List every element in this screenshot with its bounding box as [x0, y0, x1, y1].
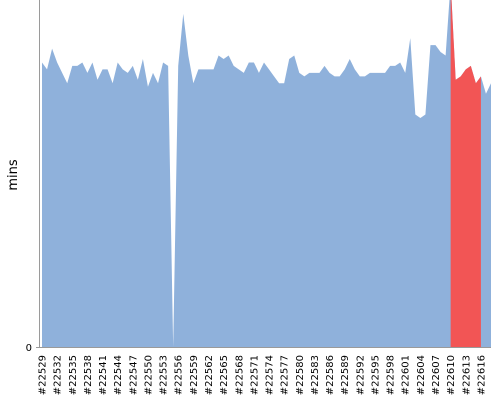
failed-build-area-1	[450, 0, 481, 347]
x-tick-label: #22613	[461, 355, 472, 395]
plot-areas	[42, 0, 491, 347]
x-tick-label: #22577	[280, 355, 291, 395]
x-tick-label: #22607	[431, 355, 442, 395]
axes	[36, 0, 491, 348]
x-tick-labels: #22529 #22532 #22535 #22538 #22541 #22544 #225…	[38, 355, 488, 395]
x-tick-label: #22547	[128, 355, 139, 395]
x-tick-label: #22598	[386, 355, 397, 395]
x-tick-label: #22538	[83, 355, 94, 395]
y-tick-label: 0	[26, 343, 32, 354]
x-tick-label: #22610	[446, 355, 457, 395]
x-tick-label: #22583	[310, 355, 321, 395]
x-tick-label: #22553	[159, 355, 170, 395]
x-tick-label: #22580	[295, 355, 306, 395]
x-tick-label: #22616	[476, 355, 487, 395]
x-tick-label: #22601	[401, 355, 412, 395]
x-tick-label: #22559	[189, 355, 200, 395]
x-tick-label: #22532	[53, 355, 64, 395]
x-tick-label: #22544	[113, 355, 124, 395]
x-tick-label: #22550	[143, 355, 154, 395]
x-tick-label: #22589	[340, 355, 351, 395]
x-tick-label: #22586	[325, 355, 336, 395]
x-tick-label: #22535	[68, 355, 79, 395]
x-tick-label: #22574	[265, 355, 276, 395]
x-tick-label: #22556	[174, 355, 185, 395]
x-tick-label: #22541	[98, 355, 109, 395]
duration-area-series	[42, 0, 491, 347]
y-axis-label: mins	[6, 159, 21, 191]
x-tick-label: #22571	[249, 355, 260, 395]
x-tick-label: #22604	[416, 355, 427, 395]
x-tick-label: #22595	[370, 355, 381, 395]
x-tick-label: #22529	[38, 355, 49, 395]
x-tick-label: #22568	[234, 355, 245, 395]
x-tick-label: #22562	[204, 355, 215, 395]
x-tick-label: #22565	[219, 355, 230, 395]
x-tick-label: #22592	[355, 355, 366, 395]
